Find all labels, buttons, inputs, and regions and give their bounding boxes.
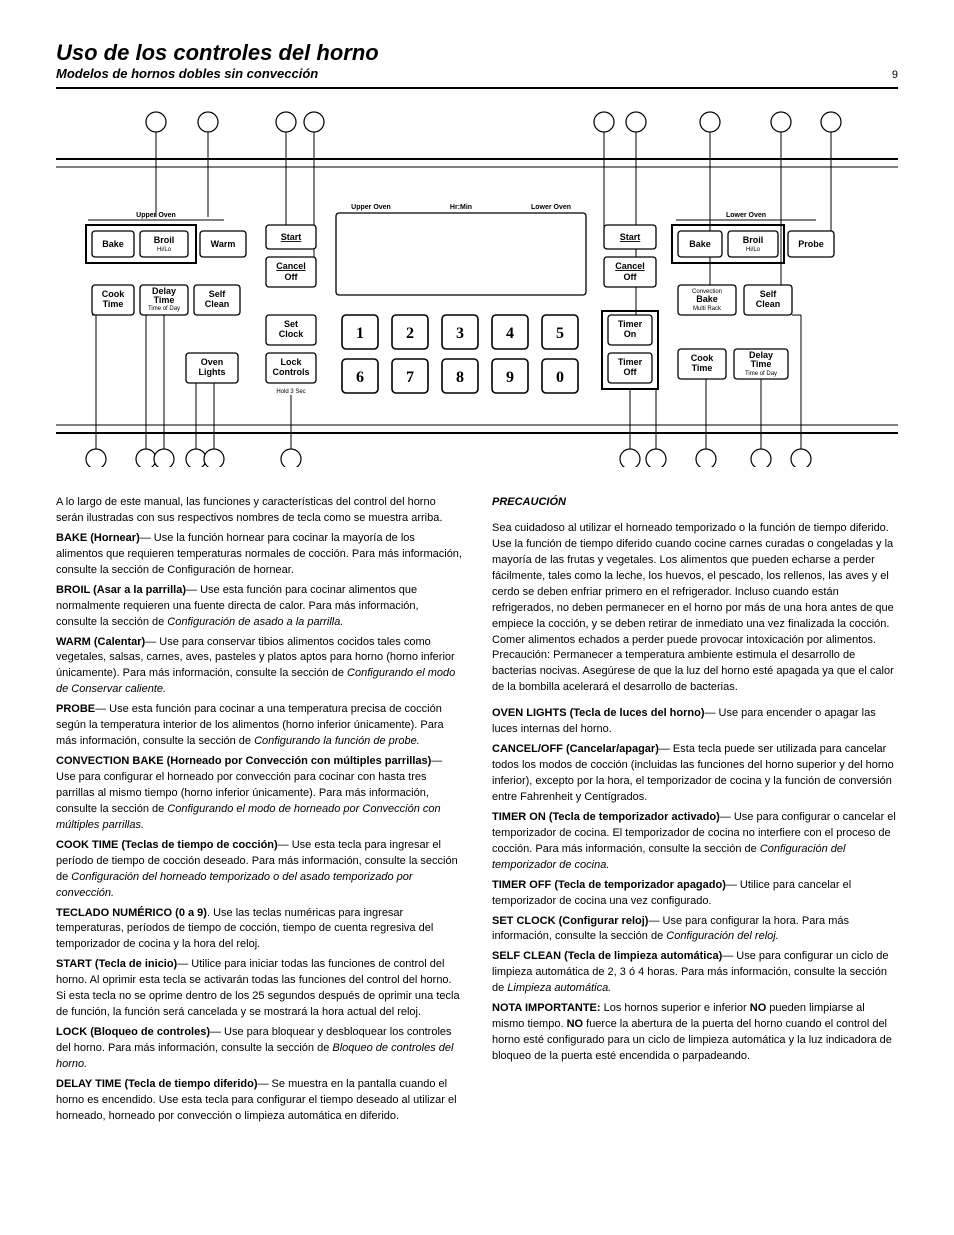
svg-text:Time: Time: [154, 295, 175, 305]
svg-text:Hi/Lo: Hi/Lo: [157, 247, 172, 253]
svg-text:Timer: Timer: [618, 319, 643, 329]
numeric-keypad: 1 2 3 4 5 6 7 8 9 0: [342, 315, 578, 393]
upper-broil-button: Broil: [154, 235, 175, 245]
svg-text:Multi Rack: Multi Rack: [693, 306, 722, 312]
svg-text:Cancel: Cancel: [615, 261, 645, 271]
intro-text: A lo largo de este manual, las funciones…: [56, 495, 462, 527]
upper-bake-button: Bake: [102, 239, 124, 249]
svg-text:8: 8: [456, 369, 464, 386]
start-title: START (Tecla de inicio): [56, 958, 177, 970]
self-title: SELF CLEAN (Tecla de limpieza automática…: [492, 950, 722, 962]
control-panel-diagram: Upper Oven Bake Broil Hi/Lo Warm Cook Ti…: [56, 97, 898, 467]
svg-text:Timer: Timer: [618, 357, 643, 367]
svg-text:Off: Off: [624, 272, 638, 282]
svg-text:9: 9: [506, 369, 514, 386]
lower-start-button: Start: [620, 232, 641, 242]
svg-text:On: On: [624, 329, 637, 339]
clock-title: SET CLOCK (Configurar reloj): [492, 915, 648, 927]
svg-text:Time: Time: [692, 363, 713, 373]
svg-text:Hi/Lo: Hi/Lo: [746, 247, 761, 253]
svg-text:Time of Day: Time of Day: [148, 306, 180, 312]
svg-text:6: 6: [356, 369, 364, 386]
svg-text:Clean: Clean: [205, 299, 230, 309]
upper-warm-button: Warm: [211, 239, 236, 249]
broil-title: BROIL (Asar a la parrilla): [56, 584, 186, 596]
lights-title: OVEN LIGHTS (Tecla de luces del horno): [492, 707, 705, 719]
svg-text:0: 0: [556, 369, 564, 386]
svg-text:4: 4: [506, 325, 514, 342]
diagram-svg: Upper Oven Bake Broil Hi/Lo Warm Cook Ti…: [56, 97, 898, 467]
lock-title: LOCK (Bloqueo de controles): [56, 1026, 210, 1038]
svg-text:Hr:Min: Hr:Min: [450, 204, 472, 211]
svg-text:Lock: Lock: [280, 357, 302, 367]
svg-text:3: 3: [456, 325, 464, 342]
svg-text:Time: Time: [103, 299, 124, 309]
svg-text:Lights: Lights: [199, 367, 226, 377]
cook-title: COOK TIME (Teclas de tiempo de cocción): [56, 839, 278, 851]
svg-text:Set: Set: [284, 319, 298, 329]
keypad-title: TECLADO NUMÉRICO (0 a 9): [56, 907, 207, 919]
lower-bake-button: Bake: [689, 239, 711, 249]
page-header: Uso de los controles del horno Modelos d…: [56, 40, 898, 89]
header-title-2: Modelos de hornos dobles sin convección: [56, 66, 379, 81]
imp-title: NOTA IMPORTANTE:: [492, 1002, 601, 1014]
svg-text:Time: Time: [751, 359, 772, 369]
lower-probe-button: Probe: [798, 239, 824, 249]
svg-text:1: 1: [356, 325, 364, 342]
caution-body: Sea cuidadoso al utilizar el horneado te…: [492, 521, 898, 696]
delay-title: DELAY TIME (Tecla de tiempo diferido): [56, 1078, 258, 1090]
svg-text:2: 2: [406, 325, 414, 342]
svg-text:Off: Off: [285, 272, 299, 282]
svg-text:Oven: Oven: [201, 357, 224, 367]
svg-text:Cook: Cook: [102, 289, 125, 299]
probe-title: PROBE: [56, 703, 95, 715]
left-column: A lo largo de este manual, las funciones…: [56, 495, 462, 1129]
upper-oven-label-left: Upper Oven: [136, 212, 176, 219]
bake-title: BAKE (Hornear): [56, 532, 140, 544]
page-number: 9: [892, 69, 898, 81]
svg-text:7: 7: [406, 369, 414, 386]
caution-head: PRECAUCIÓN: [492, 495, 898, 511]
svg-text:Controls: Controls: [273, 367, 310, 377]
header-title-1: Uso de los controles del horno: [56, 40, 379, 66]
svg-text:Clean: Clean: [756, 299, 781, 309]
timeron-title: TIMER ON (Tecla de temporizador activado…: [492, 811, 720, 823]
svg-text:5: 5: [556, 325, 564, 342]
cancel-title: CANCEL/OFF (Cancelar/apagar): [492, 743, 659, 755]
upper-start-button: Start: [281, 232, 302, 242]
right-column: PRECAUCIÓN Sea cuidadoso al utilizar el …: [492, 495, 898, 1129]
svg-text:Cook: Cook: [691, 353, 714, 363]
upper-cancel-button: Cancel: [276, 261, 306, 271]
warm-title: WARM (Calentar): [56, 636, 145, 648]
svg-text:Lower Oven: Lower Oven: [531, 204, 571, 211]
svg-text:Self: Self: [209, 289, 227, 299]
svg-text:Upper Oven: Upper Oven: [351, 204, 391, 211]
svg-text:Bake: Bake: [696, 294, 718, 304]
svg-text:Lower Oven: Lower Oven: [726, 212, 766, 219]
svg-text:Clock: Clock: [279, 329, 305, 339]
svg-text:Off: Off: [624, 367, 638, 377]
conv-title: CONVECTION BAKE (Horneado por Convección…: [56, 755, 431, 767]
svg-text:Hold 3 Sec: Hold 3 Sec: [276, 389, 305, 395]
svg-text:Time of Day: Time of Day: [745, 371, 777, 377]
svg-text:Self: Self: [760, 289, 778, 299]
svg-text:Broil: Broil: [743, 235, 764, 245]
timeroff-title: TIMER OFF (Tecla de temporizador apagado…: [492, 879, 726, 891]
